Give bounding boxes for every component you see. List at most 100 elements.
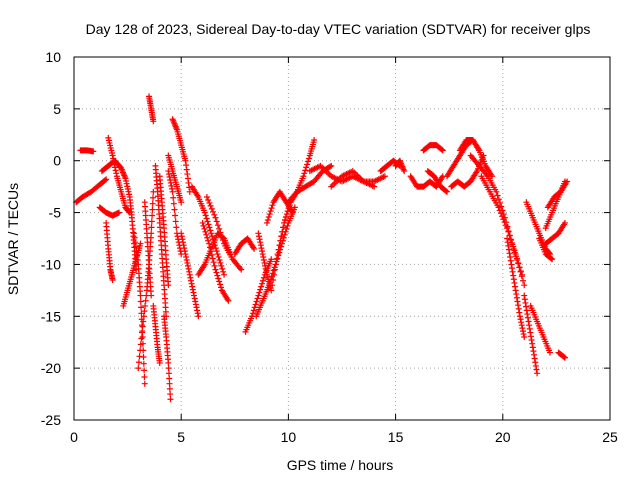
plus-marker bbox=[131, 234, 138, 241]
plus-marker bbox=[257, 239, 264, 246]
plus-marker bbox=[546, 349, 553, 356]
plus-marker bbox=[256, 289, 263, 296]
plus-marker bbox=[186, 271, 193, 278]
plus-marker bbox=[516, 264, 523, 271]
plus-marker bbox=[216, 278, 223, 285]
plus-marker bbox=[215, 254, 222, 261]
x-axis-label: GPS time / hours bbox=[287, 457, 394, 473]
plus-marker bbox=[191, 292, 198, 299]
plus-marker bbox=[504, 239, 511, 246]
plus-marker bbox=[140, 360, 147, 367]
plus-marker bbox=[166, 174, 173, 181]
plus-marker bbox=[211, 262, 218, 269]
plus-marker bbox=[210, 208, 217, 215]
x-tick-label: 10 bbox=[281, 429, 297, 445]
plus-marker bbox=[116, 209, 123, 216]
plus-marker bbox=[275, 246, 282, 253]
plus-marker bbox=[206, 244, 213, 251]
plus-marker bbox=[195, 313, 202, 320]
y-tick-label: 10 bbox=[45, 49, 61, 65]
plus-marker bbox=[126, 191, 133, 198]
plus-marker bbox=[263, 219, 270, 226]
plus-marker bbox=[508, 261, 515, 268]
plus-marker bbox=[166, 380, 173, 387]
plus-marker bbox=[189, 286, 196, 293]
plus-marker bbox=[165, 365, 172, 372]
plus-marker bbox=[255, 230, 262, 237]
plus-marker bbox=[262, 262, 269, 269]
plus-marker bbox=[258, 245, 265, 252]
plus-marker bbox=[561, 354, 568, 361]
plus-marker bbox=[507, 254, 514, 261]
plus-marker bbox=[167, 391, 174, 398]
plus-marker bbox=[511, 279, 518, 286]
plus-marker bbox=[506, 250, 513, 257]
plus-marker bbox=[514, 298, 521, 305]
plus-marker bbox=[194, 307, 201, 314]
plus-marker bbox=[269, 270, 276, 277]
plus-marker bbox=[282, 214, 289, 221]
plus-marker bbox=[259, 280, 266, 287]
series-arc-25 bbox=[242, 256, 275, 335]
plus-marker bbox=[123, 178, 130, 185]
plus-marker bbox=[208, 205, 215, 212]
plus-marker bbox=[249, 310, 256, 317]
plus-marker bbox=[276, 242, 283, 249]
plus-marker bbox=[217, 281, 224, 288]
plus-marker bbox=[190, 289, 197, 296]
plus-marker bbox=[182, 251, 189, 258]
plus-marker bbox=[209, 233, 216, 240]
series-arc-46 bbox=[527, 302, 553, 356]
plus-marker bbox=[185, 265, 192, 272]
plus-marker bbox=[531, 355, 538, 362]
plus-marker bbox=[178, 233, 185, 240]
plus-marker bbox=[206, 199, 213, 206]
plus-marker bbox=[512, 251, 519, 258]
plus-marker bbox=[238, 266, 245, 273]
plus-marker bbox=[289, 209, 296, 216]
plus-marker bbox=[185, 179, 192, 186]
plus-marker bbox=[493, 188, 500, 195]
plus-marker bbox=[165, 370, 172, 377]
plus-marker bbox=[189, 283, 196, 290]
plus-marker bbox=[564, 178, 571, 185]
plus-marker bbox=[268, 256, 275, 263]
plus-marker bbox=[302, 167, 309, 174]
plus-marker bbox=[150, 118, 157, 125]
plus-marker bbox=[112, 164, 119, 171]
plus-marker bbox=[268, 287, 275, 294]
y-tick-label: -10 bbox=[41, 256, 61, 272]
series-arc-42 bbox=[478, 173, 528, 289]
plus-marker bbox=[206, 240, 213, 247]
plus-marker bbox=[225, 297, 232, 304]
series-arc-51 bbox=[536, 235, 556, 263]
plus-marker bbox=[438, 146, 445, 153]
plus-marker bbox=[526, 322, 533, 329]
plus-marker bbox=[502, 222, 509, 229]
plus-marker bbox=[184, 175, 191, 182]
plus-marker bbox=[527, 329, 534, 336]
plus-marker bbox=[522, 299, 529, 306]
plus-marker bbox=[518, 322, 525, 329]
plus-marker bbox=[102, 177, 109, 184]
plus-marker bbox=[301, 170, 308, 177]
plus-marker bbox=[181, 245, 188, 252]
plus-marker bbox=[495, 196, 502, 203]
plus-marker bbox=[504, 225, 511, 232]
plus-marker bbox=[495, 204, 502, 211]
plus-marker bbox=[256, 236, 263, 243]
plus-marker bbox=[561, 219, 568, 226]
series-arc-06 bbox=[103, 219, 116, 283]
plus-marker bbox=[171, 206, 178, 213]
plus-marker bbox=[523, 303, 530, 310]
plus-marker bbox=[300, 173, 307, 180]
series-arc-29 bbox=[274, 136, 318, 258]
plus-marker bbox=[521, 334, 528, 341]
plus-marker bbox=[534, 370, 541, 377]
series-arc-34 bbox=[392, 157, 408, 175]
plus-marker bbox=[501, 219, 508, 226]
y-tick-label: -5 bbox=[49, 205, 62, 221]
plus-marker bbox=[220, 268, 227, 275]
plus-marker bbox=[525, 318, 532, 325]
plus-marker bbox=[208, 251, 215, 258]
